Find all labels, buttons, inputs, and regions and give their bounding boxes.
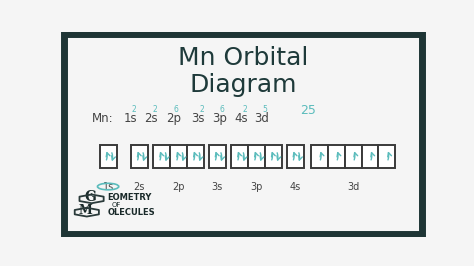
Bar [100,145,117,168]
Text: G: G [84,190,96,204]
Bar [209,145,226,168]
Text: OF: OF [111,202,121,208]
Text: 2: 2 [243,105,248,114]
Bar [170,145,187,168]
Text: 2s: 2s [134,182,145,192]
Bar [131,145,148,168]
Text: 3s: 3s [191,113,205,126]
Text: 3d: 3d [254,113,269,126]
Text: 4s: 4s [235,113,248,126]
Text: 5: 5 [262,105,267,114]
Text: 2s: 2s [145,113,158,126]
Text: Diagram: Diagram [189,73,297,97]
Text: M: M [79,203,92,217]
Text: 25: 25 [300,104,316,117]
Bar [231,145,248,168]
Text: 3p: 3p [250,182,263,192]
Text: 3p: 3p [212,113,227,126]
Bar [265,145,282,168]
Text: 1s: 1s [124,113,137,126]
Text: 1s: 1s [102,182,114,192]
Bar [153,145,170,168]
Text: 6: 6 [174,105,179,114]
Text: 3s: 3s [211,182,223,192]
Text: OLECULES: OLECULES [108,208,155,217]
Text: Mn Orbital: Mn Orbital [178,45,308,69]
Bar [311,145,328,168]
Text: 2p: 2p [173,182,185,192]
Text: 6: 6 [220,105,225,114]
Bar [378,145,395,168]
Text: EOMETRY: EOMETRY [108,193,152,202]
Text: 2: 2 [132,105,137,114]
Text: Mn:: Mn: [92,113,114,126]
Bar [362,145,378,168]
Text: 2p: 2p [166,113,181,126]
Text: 2: 2 [153,105,157,114]
Bar [248,145,265,168]
Text: 4s: 4s [290,182,301,192]
FancyBboxPatch shape [64,34,422,234]
Text: 3d: 3d [347,182,359,192]
Text: 2: 2 [200,105,204,114]
Bar [328,145,345,168]
Bar [345,145,362,168]
Bar [287,145,303,168]
Bar [187,145,204,168]
